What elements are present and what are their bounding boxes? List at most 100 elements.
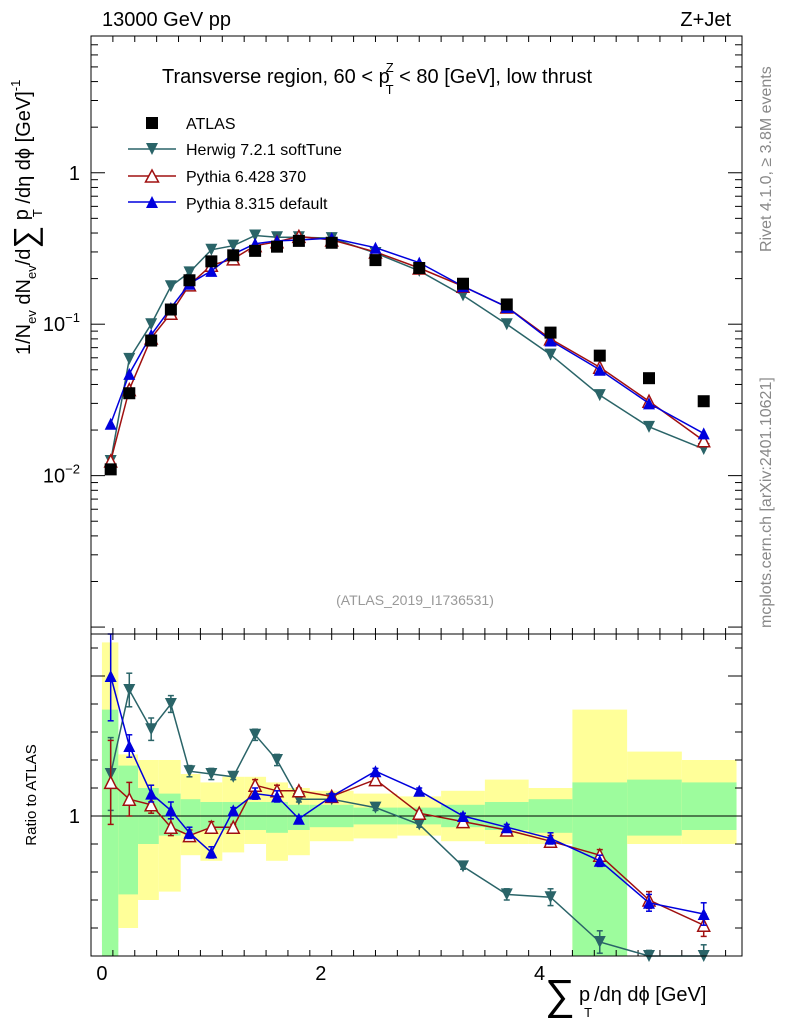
ratio-point-pythia6 bbox=[143, 797, 159, 812]
chart-title-sub: T bbox=[386, 82, 394, 97]
ratio-point-pythia8 bbox=[205, 846, 218, 859]
y-tick-base: 10 bbox=[43, 314, 65, 336]
main-point-data bbox=[413, 262, 426, 275]
main-point-data bbox=[145, 334, 158, 347]
ylabel-ev-sub-2: ev bbox=[24, 265, 39, 279]
main-point-herwig bbox=[227, 239, 240, 252]
ratio-point-pythia8 bbox=[697, 908, 710, 920]
main-point-pythia8 bbox=[593, 363, 606, 376]
main-point-herwig bbox=[249, 229, 262, 242]
process-label: Z+Jet bbox=[680, 9, 731, 31]
main-point-data bbox=[325, 236, 338, 249]
ratio-point-pythia8 bbox=[123, 740, 136, 752]
ratio-point-pythia8 bbox=[164, 804, 177, 817]
legend-marker-pythia8 bbox=[146, 196, 158, 208]
ratio-point-pythia8 bbox=[104, 670, 117, 682]
x-tick-label: 4 bbox=[534, 963, 545, 985]
ratio-point-pythia8 bbox=[271, 790, 283, 803]
main-point-data bbox=[249, 244, 262, 257]
main-point-herwig bbox=[164, 280, 177, 293]
ratio-point-pythia8 bbox=[145, 787, 158, 800]
ylabel-part-c: /d bbox=[13, 249, 35, 266]
y-axis-label-main: 1/Nev dNev/d∑ pT /dη dϕ [GeV]-1 bbox=[7, 80, 45, 355]
chart-title: Transverse region, 60 < pZ T < 80 [GeV], … bbox=[162, 60, 592, 97]
chart-marks bbox=[103, 228, 711, 962]
ratio-point-pythia8 bbox=[500, 821, 513, 834]
main-point-pythia8 bbox=[544, 334, 557, 347]
main-point-data bbox=[500, 298, 513, 311]
xlabel-sum: ∑ bbox=[545, 971, 575, 1018]
ratio-point-pythia8 bbox=[457, 810, 469, 822]
main-line-herwig bbox=[109, 234, 704, 462]
ratio-point-pythia6 bbox=[412, 805, 427, 820]
main-point-herwig bbox=[544, 348, 557, 361]
legend-label-pythia8: Pythia 8.315 default bbox=[186, 196, 328, 213]
main-point-data bbox=[457, 277, 469, 290]
band-inner bbox=[266, 802, 288, 833]
ylabel-part-a: 1/N bbox=[13, 324, 35, 355]
main-point-herwig bbox=[145, 318, 158, 331]
ratio-point-pythia6 bbox=[368, 771, 383, 787]
mcplots-source-label: mcplots.cern.ch [arXiv:2401.10621] bbox=[758, 377, 775, 628]
ratio-point-pythia8 bbox=[413, 784, 426, 797]
ratio-point-herwig bbox=[183, 765, 196, 778]
ylabel-sum: ∑ bbox=[7, 226, 43, 249]
main-point-herwig bbox=[643, 420, 655, 433]
xlabel-pt-sub: T bbox=[584, 1005, 592, 1020]
band-inner bbox=[118, 765, 139, 895]
y-axis-label-ratio: Ratio to ATLAS bbox=[23, 744, 40, 845]
main-point-data bbox=[292, 234, 305, 247]
main-point-data bbox=[227, 249, 240, 262]
main-point-data bbox=[697, 395, 710, 408]
main-point-pythia6 bbox=[696, 433, 711, 448]
ratio-point-pythia8 bbox=[249, 787, 262, 800]
ratio-point-pythia6 bbox=[163, 819, 179, 834]
band-inner bbox=[572, 782, 628, 956]
ratio-point-herwig bbox=[413, 818, 426, 831]
main-point-data bbox=[205, 255, 218, 268]
band-inner bbox=[681, 782, 737, 830]
chart-title-pre: Transverse region, 60 < p bbox=[162, 66, 390, 88]
main-point-data bbox=[369, 254, 382, 267]
x-tick-label: 0 bbox=[96, 963, 107, 985]
ratio-point-herwig bbox=[123, 684, 136, 696]
main-point-data bbox=[123, 387, 136, 400]
ratio-point-herwig bbox=[500, 888, 513, 901]
main-point-data bbox=[593, 349, 606, 362]
main-point-data bbox=[164, 303, 177, 316]
main-point-herwig bbox=[123, 352, 136, 365]
main-point-data bbox=[104, 463, 117, 476]
energy-label: 13000 GeV pp bbox=[102, 9, 231, 31]
ratio-point-pythia8 bbox=[369, 765, 382, 778]
ylabel-part-b: dN bbox=[13, 279, 35, 310]
ratio-point-herwig bbox=[164, 698, 177, 710]
main-line-pythia6 bbox=[109, 235, 705, 462]
ratio-y-tick-label: 1 bbox=[69, 806, 80, 828]
x-tick-label: 2 bbox=[315, 963, 326, 985]
y-tick-exponent: −2 bbox=[65, 462, 80, 477]
main-point-pythia8 bbox=[104, 417, 117, 430]
main-point-data bbox=[643, 372, 655, 385]
band-inner bbox=[627, 779, 682, 836]
ratio-point-pythia8 bbox=[292, 812, 305, 825]
ratio-point-pythia6 bbox=[103, 774, 118, 790]
main-point-pythia8 bbox=[643, 397, 655, 410]
chart-title-sup: Z bbox=[386, 60, 394, 75]
y-tick-label: 1 bbox=[69, 163, 80, 185]
main-point-data bbox=[271, 240, 283, 253]
ratio-point-herwig bbox=[457, 860, 469, 873]
y-tick-exponent: −1 bbox=[65, 310, 80, 325]
legend-label-pythia6: Pythia 6.428 370 bbox=[186, 169, 306, 186]
ratio-point-pythia8 bbox=[544, 832, 557, 845]
y-tick-base: 10 bbox=[43, 466, 65, 488]
main-point-pythia8 bbox=[369, 241, 382, 254]
ratio-point-pythia6 bbox=[122, 791, 137, 806]
ratio-point-herwig bbox=[249, 728, 262, 741]
ylabel-ev-sub: ev bbox=[24, 310, 39, 324]
legend-marker-atlas bbox=[146, 117, 158, 129]
ylabel-part-d: /dη dϕ [GeV] bbox=[13, 91, 35, 209]
ratio-point-pythia6 bbox=[291, 783, 307, 798]
legend: ATLAS Herwig 7.2.1 softTune Pythia 6.428… bbox=[128, 116, 342, 213]
ratio-point-herwig bbox=[145, 723, 158, 736]
